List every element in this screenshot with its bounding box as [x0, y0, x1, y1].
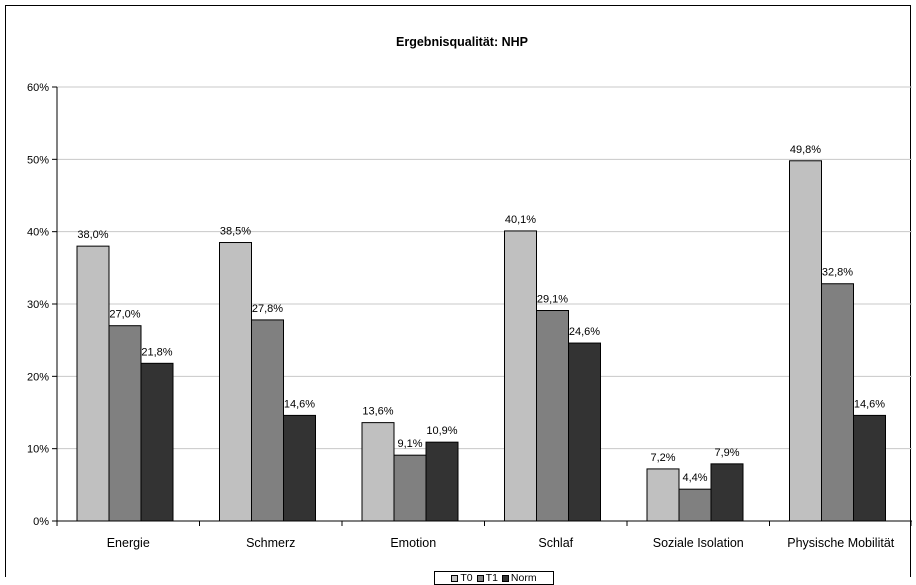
bar-t0	[504, 230, 537, 522]
legend-swatch	[501, 574, 509, 582]
legend-swatch	[476, 574, 484, 582]
data-label: 21,8%	[141, 346, 172, 358]
x-tick-label: Physische Mobilität	[787, 536, 895, 550]
bar-norm	[568, 342, 601, 522]
x-tick-label: Schmerz	[246, 536, 295, 550]
x-tick-label: Schlaf	[538, 536, 573, 550]
bars	[76, 160, 886, 522]
data-label: 4,4%	[682, 472, 707, 484]
bar-chart: Ergebnisqualität: NHP 38,0%27,0%21,8%38,…	[27, 35, 912, 550]
bar-t0	[789, 160, 822, 522]
legend: T0 T1 Norm	[434, 571, 554, 585]
data-label: 49,8%	[790, 144, 821, 156]
legend-label: Norm	[510, 572, 537, 584]
data-label: 10,9%	[426, 425, 457, 437]
data-label: 38,0%	[77, 229, 108, 241]
y-tick-label: 30%	[27, 299, 49, 311]
bar-t1	[536, 310, 569, 522]
legend-item: T1	[476, 572, 498, 584]
data-label: 32,8%	[822, 267, 853, 279]
bar-t1	[821, 283, 854, 522]
y-tick-label: 10%	[27, 444, 49, 456]
bar-t1	[678, 488, 712, 522]
bar-t1	[393, 454, 427, 522]
data-label: 7,2%	[650, 452, 675, 464]
bar-norm	[425, 441, 459, 522]
data-label: 27,0%	[109, 309, 140, 321]
bar-norm	[710, 463, 744, 522]
legend-label: T1	[485, 572, 498, 584]
axes: 0% 10% 20% 30% 40% 50% 60% Energie Schmerz Emotio…	[27, 82, 912, 550]
bar-t0	[219, 242, 252, 522]
data-label: 13,6%	[362, 406, 393, 418]
data-label: 29,1%	[537, 294, 568, 306]
data-label: 24,6%	[569, 326, 600, 338]
gridlines	[57, 86, 912, 450]
legend-item: Norm	[501, 572, 537, 584]
data-labels: 38,0% 27,0% 21,8% 38,5% 27,8% 14,6% 13,6% 9,1% 1…	[77, 144, 885, 484]
legend-swatch	[451, 574, 459, 582]
data-label: 9,1%	[397, 438, 422, 450]
bar-t1	[108, 325, 142, 522]
chart-frame: Ergebnisqualität: NHP 38,0% 27,0% 21,8% 38,…	[5, 5, 912, 585]
bar-norm	[140, 362, 174, 522]
y-tick-label: 60%	[27, 82, 49, 94]
data-label: 14,6%	[284, 398, 315, 410]
legend-label: T0	[460, 572, 473, 584]
bar-t1	[251, 319, 284, 522]
bar-norm	[283, 414, 316, 522]
bar-t0	[361, 422, 395, 522]
y-tick-label: 50%	[27, 154, 49, 166]
chart-title: Ergebnisqualität: NHP	[396, 35, 528, 49]
bar-norm	[853, 414, 886, 522]
data-label: 40,1%	[505, 214, 536, 226]
data-label: 14,6%	[854, 398, 885, 410]
y-tick-label: 40%	[27, 227, 49, 239]
bar-t0	[646, 468, 680, 522]
y-tick-label: 0%	[33, 516, 49, 528]
data-label: 38,5%	[220, 226, 251, 238]
x-tick-label: Emotion	[390, 536, 436, 550]
data-label: 27,8%	[252, 303, 283, 315]
x-tick-label: Energie	[107, 536, 150, 550]
legend-item: T0	[451, 572, 473, 584]
y-tick-label: 20%	[27, 371, 49, 383]
bar-t0	[76, 245, 110, 522]
data-label: 7,9%	[714, 447, 739, 459]
x-tick-label: Soziale Isolation	[653, 536, 744, 550]
